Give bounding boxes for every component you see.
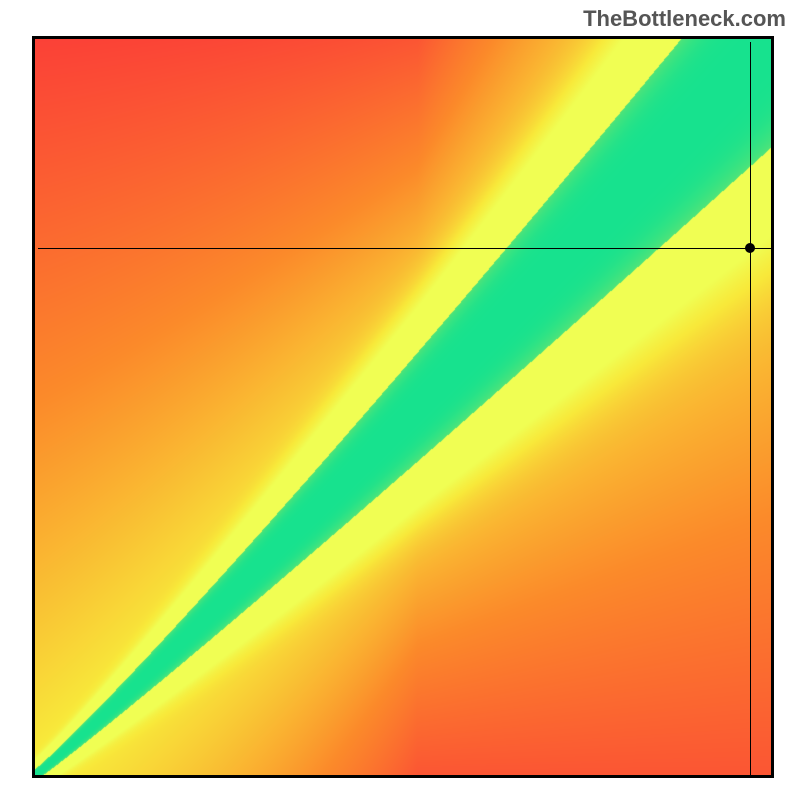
plot-frame bbox=[32, 36, 774, 778]
chart-container: TheBottleneck.com bbox=[0, 0, 800, 800]
watermark-text: TheBottleneck.com bbox=[583, 6, 786, 32]
crosshair-marker bbox=[745, 243, 755, 253]
crosshair-vertical bbox=[750, 42, 751, 778]
crosshair-horizontal bbox=[38, 248, 774, 249]
heatmap-canvas bbox=[35, 39, 771, 775]
